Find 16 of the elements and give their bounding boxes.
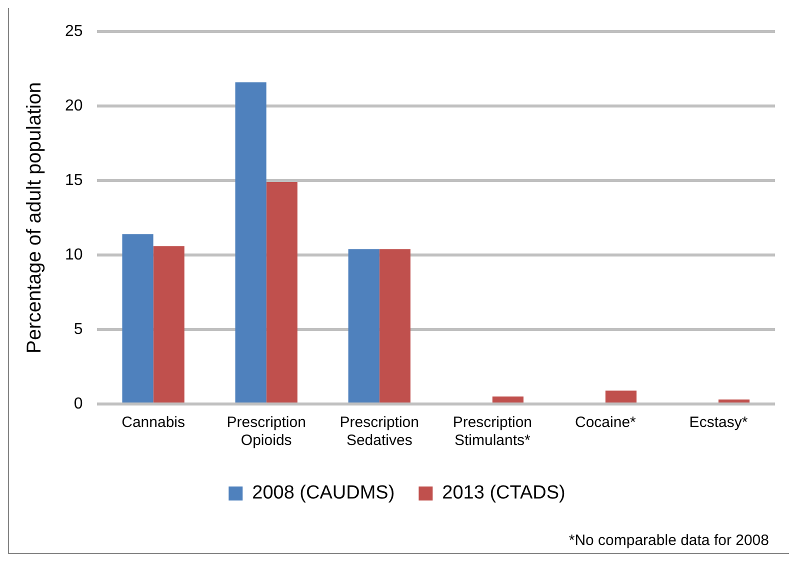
- y-tick-label: 5: [74, 320, 83, 338]
- x-tick-label: Prescription Sedatives: [340, 414, 419, 450]
- x-tick-label: Cannabis: [122, 414, 186, 432]
- y-tick-label: 20: [65, 97, 83, 114]
- x-tick-label: Prescription Stimulants*: [452, 414, 532, 450]
- y-tick-label: 15: [65, 172, 83, 189]
- x-tick-label: Ecstasy*: [689, 414, 748, 432]
- legend-label: 2013 (CTADS): [442, 482, 566, 504]
- y-tick-label: 25: [65, 23, 83, 40]
- text: *No comparable data for 2008: [568, 532, 769, 550]
- y-axis-title: Percentage of adult population: [24, 82, 46, 354]
- x-tick-label: Prescription Opioids: [226, 414, 306, 450]
- x-tick-label: Cocaine*: [575, 414, 636, 432]
- legend-label: 2008 (CAUDMS): [252, 482, 395, 504]
- y-tick-label: 0: [74, 395, 83, 412]
- y-tick-label: 10: [65, 246, 83, 264]
